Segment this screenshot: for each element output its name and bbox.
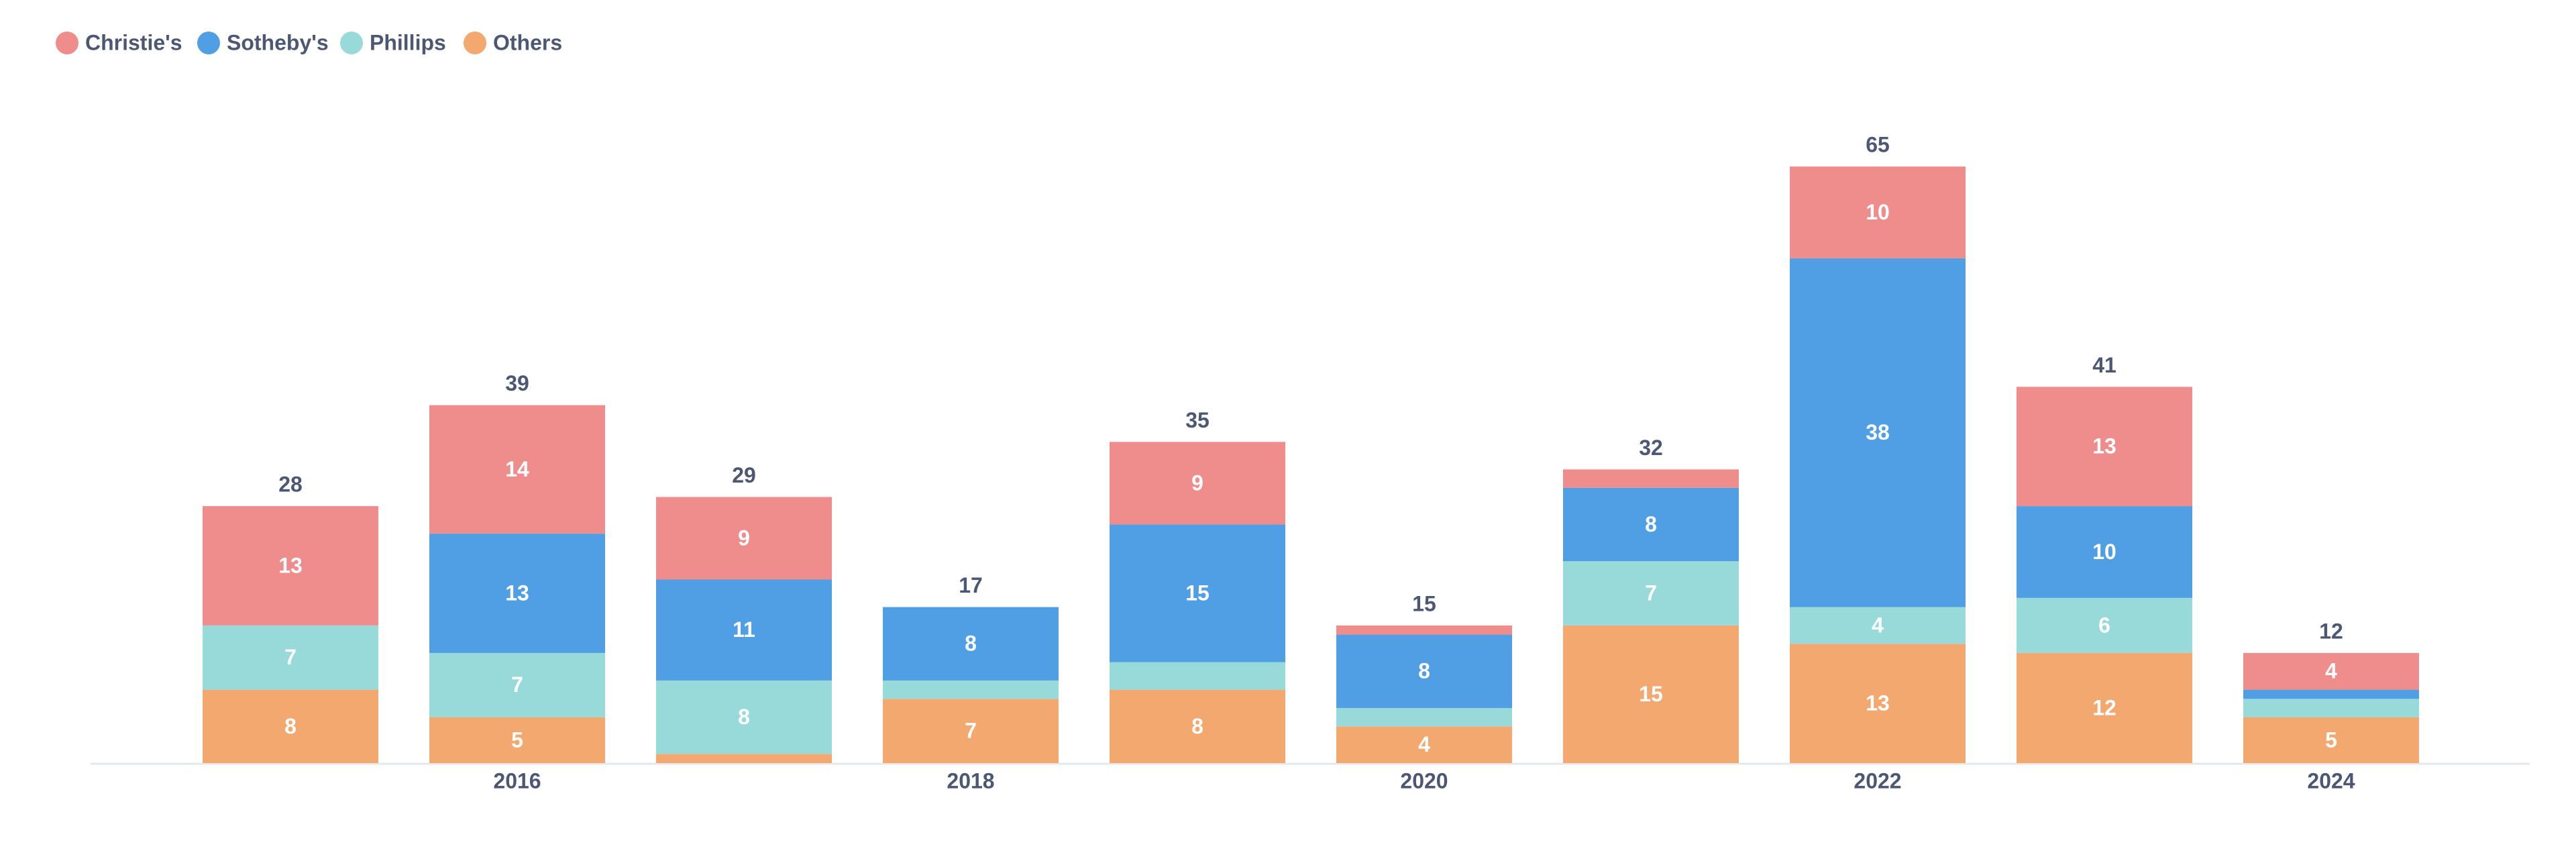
segment-label: 8 [738,705,750,729]
segment-label: 8 [1191,714,1203,738]
segment-label: 14 [505,457,529,481]
segment-label: 7 [965,719,977,743]
segment-label: 7 [284,645,297,669]
x-tick-label: 2016 [493,768,541,793]
segment-label: 10 [1866,200,1890,224]
segment-label: 13 [2092,434,2116,458]
segment-label: 11 [733,617,755,642]
segment-label: 12 [2092,695,2116,719]
segment-label: 13 [1866,691,1890,715]
total-label: 12 [2319,619,2343,643]
bar-segment [429,405,605,534]
segment-label: 8 [1645,512,1657,536]
bar-segment [656,497,832,580]
bar-segment [1110,524,1285,662]
bar-segment [1790,166,1966,258]
segment-label: 9 [738,526,750,550]
bar-segment [1336,707,1512,727]
bar-segment [1110,689,1285,763]
total-label: 28 [278,473,303,497]
segment-label: 9 [1191,470,1203,495]
bar-segment [1563,469,1739,488]
bar-segment [1563,625,1739,763]
bar-segment [883,607,1059,681]
x-tick-label: 2020 [1400,768,1448,793]
bar-segment [1790,258,1966,607]
bar-segment [2017,597,2192,653]
bar-segment [883,699,1059,763]
bar-segment [1110,442,1285,525]
bar-segment [656,579,832,681]
segment-label: 8 [1418,659,1430,683]
segment-label: 15 [1639,682,1663,706]
segment-label: 10 [2092,540,2116,564]
legend-label: Christie's [85,30,182,54]
bar-segment [2243,689,2419,699]
bar-segment [2017,506,2192,598]
bar-segment [203,689,378,763]
segment-label: 4 [2325,659,2337,683]
bar-segment [2243,699,2419,717]
segment-label: 13 [278,553,303,577]
bar-segment [1110,662,1285,690]
bar-segment [1336,634,1512,708]
bar-segment [1563,561,1739,626]
bar-segment [429,534,605,653]
total-label: 35 [1185,408,1210,432]
legend-label: Phillips [370,30,446,54]
legend-label: Sotheby's [227,30,329,54]
segment-label: 15 [1185,581,1210,605]
bar-segment [656,680,832,754]
segment-label: 13 [505,581,529,605]
legend-marker [56,32,78,54]
segment-label: 5 [511,728,523,752]
bar-segment [656,754,832,763]
bar-segment [429,717,605,763]
segment-label: 4 [1872,613,1884,637]
x-tick-label: 2018 [947,768,994,793]
bar-segment [1336,625,1512,635]
bar-segment [429,652,605,717]
bar-segment [203,625,378,690]
segment-label: 7 [1645,581,1657,605]
legend-marker [197,32,220,54]
segment-label: 8 [965,632,977,656]
total-label: 65 [1866,133,1890,157]
segment-label: 5 [2325,728,2337,752]
legend-label: Others [493,30,562,54]
bar-segment [1790,607,1966,644]
bar-segment [203,506,378,626]
bar-segment [1336,726,1512,763]
segment-label: 4 [1418,732,1430,756]
bar-segment [883,680,1059,699]
segment-label: 6 [2098,613,2110,637]
total-label: 15 [1412,591,1436,615]
legend-marker [464,32,486,54]
segment-label: 7 [511,673,523,697]
bar-segment [2243,652,2419,690]
bar-segment [2017,652,2192,763]
bar-segment [1790,644,1966,763]
total-label: 41 [2092,353,2116,377]
x-tick-label: 2022 [1854,768,1901,793]
x-tick-label: 2024 [2307,768,2355,793]
bar-segment [1563,487,1739,562]
bar-segment [2243,717,2419,763]
total-label: 17 [959,573,983,597]
total-label: 39 [505,371,529,395]
segment-label: 38 [1866,420,1890,444]
total-label: 32 [1639,436,1663,460]
total-label: 29 [732,463,756,487]
bar-segment [2017,387,2192,507]
segment-label: 8 [284,714,297,738]
legend-marker [340,32,363,54]
